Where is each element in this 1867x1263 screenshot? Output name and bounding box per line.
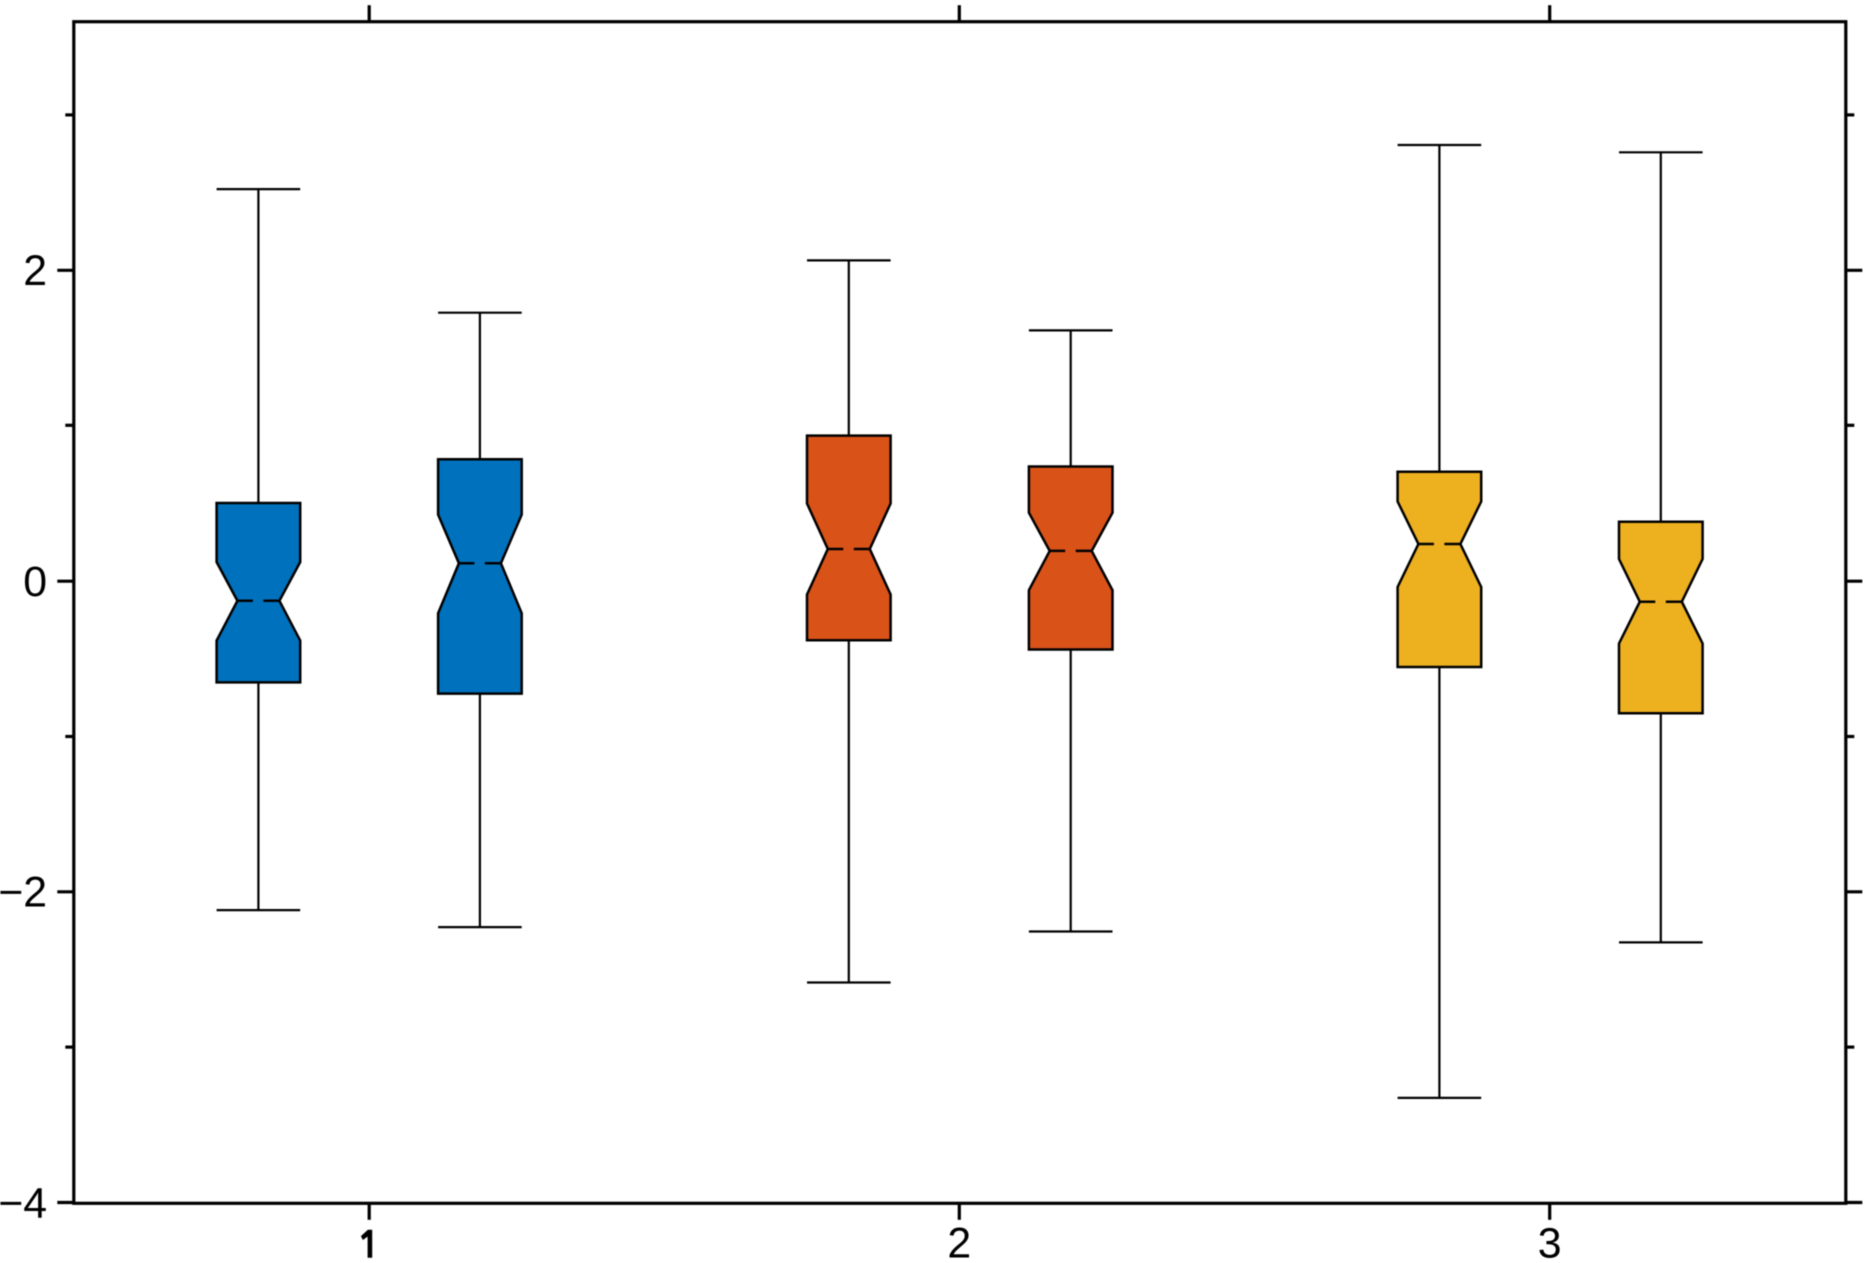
svg-text:3: 3 (1538, 1220, 1562, 1263)
svg-text:0: 0 (23, 558, 47, 606)
svg-text:2: 2 (23, 247, 47, 295)
svg-text:−4: −4 (0, 1179, 47, 1227)
svg-text:2: 2 (947, 1220, 971, 1263)
svg-text:−2: −2 (0, 869, 47, 917)
